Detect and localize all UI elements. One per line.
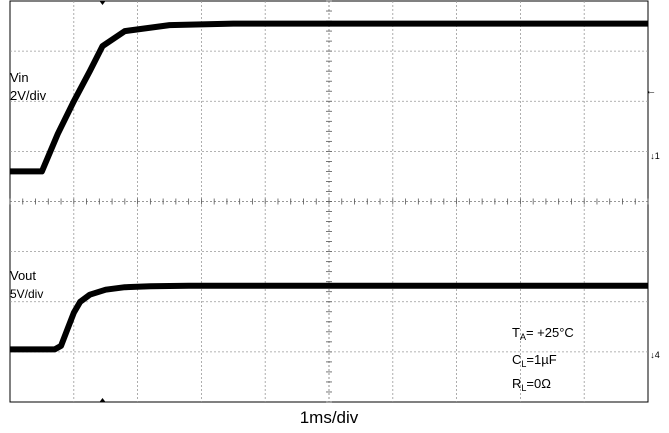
vout-trace bbox=[10, 282, 648, 353]
ta-annotation: TA= +25°C bbox=[512, 325, 574, 342]
vin-channel-label: Vin bbox=[10, 70, 29, 85]
ta-annotation-sub: A bbox=[520, 332, 526, 342]
trigger-marker-top bbox=[99, 1, 106, 5]
ta-annotation-rest: = +25°C bbox=[526, 325, 574, 340]
vout-scale-label: 5V/div bbox=[10, 287, 43, 301]
rl-annotation-main: R bbox=[512, 376, 521, 391]
cl-annotation-sub: L bbox=[521, 359, 526, 369]
cl-annotation-rest: =1µF bbox=[526, 352, 556, 367]
cl-annotation: CL=1µF bbox=[512, 352, 557, 369]
vout-channel-label: Vout bbox=[10, 268, 36, 283]
traces bbox=[10, 20, 648, 353]
vin-trace bbox=[10, 20, 648, 175]
rl-annotation-rest: =0Ω bbox=[526, 376, 551, 391]
vout-ground-marker: ↓4 bbox=[650, 350, 660, 360]
vin-trigger-marker: ← bbox=[646, 85, 657, 97]
vin-ground-marker: ↓1 bbox=[650, 151, 660, 161]
ta-annotation-main: T bbox=[512, 325, 520, 340]
rl-annotation-sub: L bbox=[521, 383, 526, 393]
rl-annotation: RL=0Ω bbox=[512, 376, 551, 393]
cl-annotation-main: C bbox=[512, 352, 521, 367]
graticule bbox=[9, 0, 649, 403]
vin-scale-label: 2V/div bbox=[10, 88, 47, 103]
trigger-marker-bottom bbox=[99, 398, 106, 402]
x-axis-label: 1ms/div bbox=[300, 408, 359, 427]
